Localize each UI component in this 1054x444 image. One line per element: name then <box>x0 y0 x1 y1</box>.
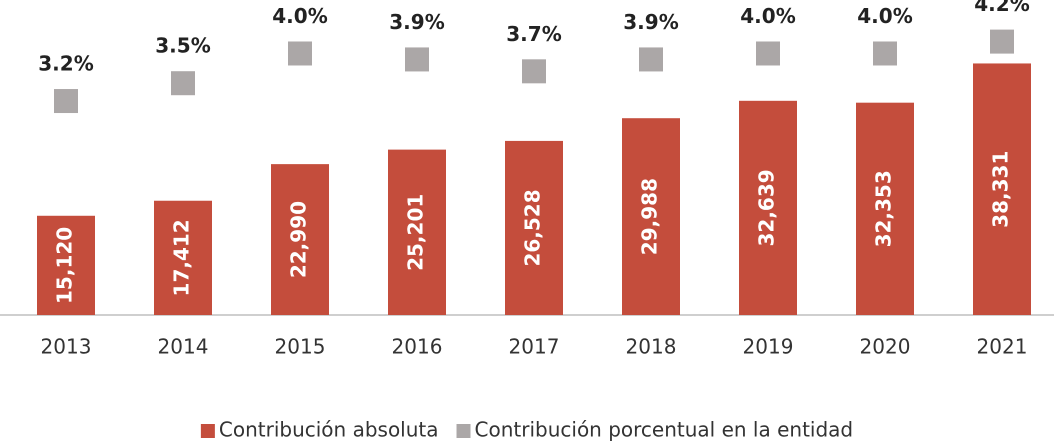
marker <box>639 47 663 72</box>
data-label: 32,639 <box>755 169 779 246</box>
x-tick-label: 2018 <box>626 335 677 359</box>
data-label: 3.7% <box>506 22 561 46</box>
bar <box>505 140 563 315</box>
data-label: 4.0% <box>857 4 912 28</box>
x-tick-label: 2021 <box>977 335 1028 359</box>
bar <box>271 164 329 315</box>
data-label: 26,528 <box>521 189 545 266</box>
data-label: 32,353 <box>872 170 896 247</box>
data-label: 3.9% <box>623 10 678 34</box>
bar <box>973 63 1031 315</box>
data-label: 15,120 <box>53 227 77 304</box>
data-label: 3.2% <box>38 52 93 76</box>
x-tick-label: 2013 <box>41 335 92 359</box>
x-tick-label: 2020 <box>860 335 911 359</box>
marker <box>522 59 546 84</box>
bar <box>37 215 95 315</box>
bar <box>388 149 446 315</box>
data-label: 4.0% <box>272 4 327 28</box>
x-tick-label: 2017 <box>509 335 560 359</box>
marker <box>405 47 429 72</box>
bar <box>622 118 680 315</box>
legend-label: Contribución absoluta <box>219 418 439 442</box>
data-label: 4.0% <box>740 4 795 28</box>
data-label: 38,331 <box>989 151 1013 228</box>
marker <box>54 89 78 114</box>
marker <box>288 41 312 66</box>
x-tick-label: 2019 <box>743 335 794 359</box>
data-label: 25,201 <box>404 194 428 271</box>
marker <box>171 71 195 96</box>
bar <box>856 102 914 315</box>
data-label: 22,990 <box>287 201 311 278</box>
data-label: 29,988 <box>638 178 662 255</box>
data-label: 17,412 <box>170 219 194 296</box>
legend-swatch <box>200 424 215 438</box>
legend-label: Contribución porcentual en la entidad <box>475 418 854 442</box>
legend-swatch <box>456 424 471 438</box>
marker <box>990 29 1014 54</box>
data-label: 4.2% <box>974 0 1029 16</box>
x-tick-label: 2016 <box>392 335 443 359</box>
bar <box>154 200 212 315</box>
data-label: 3.5% <box>155 34 210 58</box>
x-tick-label: 2014 <box>158 335 209 359</box>
marker <box>756 41 780 66</box>
marker <box>873 41 897 66</box>
data-label: 3.9% <box>389 10 444 34</box>
bar <box>739 100 797 315</box>
x-tick-label: 2015 <box>275 335 326 359</box>
